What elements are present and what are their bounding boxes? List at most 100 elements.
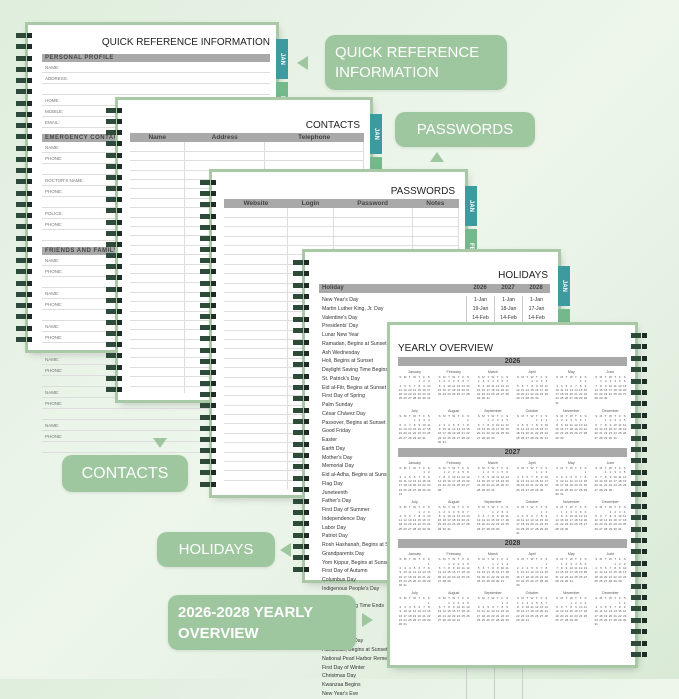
table-cell[interactable] [224, 395, 289, 406]
table-cell[interactable] [224, 226, 289, 237]
table-cell[interactable] [130, 339, 186, 350]
table-cell[interactable] [130, 217, 186, 228]
table-cell[interactable] [224, 442, 289, 453]
column-header: Address [184, 133, 265, 142]
table-cell[interactable] [264, 151, 364, 162]
month-days: S M T W T F S 1 2 3 4 5 6 7 8 9 10 11 12 13 14 15 16 17 18 19 20 21… [594, 557, 627, 583]
table-cell[interactable] [224, 367, 289, 378]
table-cell[interactable] [130, 329, 186, 340]
table-cell[interactable] [130, 282, 186, 293]
table-cell[interactable] [264, 160, 364, 171]
table-cell[interactable] [224, 254, 289, 265]
table-cell[interactable] [224, 405, 289, 416]
day: 5 [531, 565, 533, 570]
weekday-label: W [491, 596, 495, 601]
table-cell[interactable] [130, 170, 186, 181]
table-cell[interactable] [130, 311, 186, 321]
day: 21 [417, 483, 421, 488]
table-cell[interactable] [130, 160, 186, 171]
table-cell[interactable] [224, 452, 289, 463]
table-cell[interactable] [130, 292, 186, 303]
table-cell[interactable] [224, 273, 289, 284]
table-cell[interactable] [224, 423, 289, 434]
table-cell[interactable] [224, 358, 289, 369]
table-cell[interactable] [333, 236, 413, 247]
table-cell[interactable] [130, 320, 186, 331]
table-cell[interactable] [333, 217, 413, 228]
table-cell[interactable] [130, 235, 186, 246]
table-cell[interactable] [224, 480, 289, 489]
table-cell[interactable] [287, 226, 334, 237]
table-cell[interactable] [224, 264, 289, 275]
day: 17 [452, 479, 456, 484]
table-cell[interactable] [224, 301, 289, 312]
table-cell[interactable] [130, 188, 186, 199]
spiral-coil [16, 156, 32, 162]
tab-jan[interactable]: JAN [370, 114, 382, 154]
table-cell[interactable] [412, 208, 459, 218]
tab-jan[interactable]: JAN [558, 266, 570, 306]
table-cell[interactable] [130, 273, 186, 284]
table-cell[interactable] [130, 151, 186, 162]
table-cell[interactable] [130, 348, 186, 359]
table-cell[interactable] [224, 470, 289, 481]
table-cell[interactable] [224, 348, 289, 359]
table-cell[interactable] [130, 367, 186, 378]
table-cell[interactable] [412, 226, 459, 237]
table-cell[interactable] [224, 245, 289, 256]
table-cell[interactable] [184, 160, 266, 171]
table-cell[interactable] [333, 226, 413, 237]
day: 29 [560, 578, 564, 583]
table-cell[interactable] [287, 208, 334, 218]
table-cell[interactable] [333, 208, 413, 218]
spiral-binding [16, 33, 32, 342]
weekday-label: W [569, 596, 573, 601]
table-cell[interactable] [130, 301, 186, 312]
table-cell[interactable] [224, 339, 289, 350]
table-cell[interactable] [130, 207, 186, 218]
table-cell[interactable] [184, 151, 266, 162]
table-cell[interactable] [224, 217, 289, 228]
weekday-label: T [614, 596, 617, 601]
table-cell[interactable] [130, 198, 186, 209]
table-cell[interactable] [130, 357, 186, 368]
table-cell[interactable] [130, 264, 186, 274]
table-cell[interactable] [130, 142, 186, 152]
spiral-coil [16, 123, 32, 128]
table-cell[interactable] [224, 377, 289, 387]
table-cell[interactable] [224, 414, 289, 425]
table-cell[interactable] [412, 236, 459, 247]
table-cell[interactable] [184, 142, 266, 152]
table-cell[interactable] [264, 142, 364, 152]
table-cell[interactable] [224, 461, 289, 472]
table-cell[interactable] [224, 283, 289, 294]
table-cell[interactable] [130, 226, 186, 237]
spiral-coil [631, 412, 647, 418]
table-cell[interactable] [130, 245, 186, 256]
table-cell[interactable] [130, 386, 186, 393]
table-cell[interactable] [224, 311, 289, 322]
table-cell[interactable] [287, 217, 334, 228]
day: 9 [565, 513, 568, 518]
table-cell[interactable] [287, 236, 334, 247]
table-cell[interactable] [224, 236, 289, 247]
table-cell[interactable] [412, 217, 459, 228]
table-cell[interactable] [224, 386, 289, 397]
tab-jan[interactable]: JAN [465, 186, 477, 226]
table-cell[interactable] [224, 320, 289, 331]
spiral-coil [200, 481, 216, 487]
day: 18 [516, 431, 520, 436]
tab-jan[interactable]: JAN [276, 39, 288, 79]
day: 10 [520, 570, 525, 575]
table-cell[interactable] [224, 330, 289, 340]
table-cell[interactable] [224, 433, 289, 444]
table-cell[interactable] [130, 376, 186, 387]
table-cell[interactable] [224, 208, 289, 218]
day: 18 [569, 426, 573, 431]
day: 3 [487, 379, 489, 384]
table-cell[interactable] [224, 292, 289, 303]
table-cell[interactable] [130, 179, 186, 190]
day: 7 [462, 422, 465, 427]
day: 29 [481, 487, 486, 492]
table-cell[interactable] [130, 254, 186, 265]
